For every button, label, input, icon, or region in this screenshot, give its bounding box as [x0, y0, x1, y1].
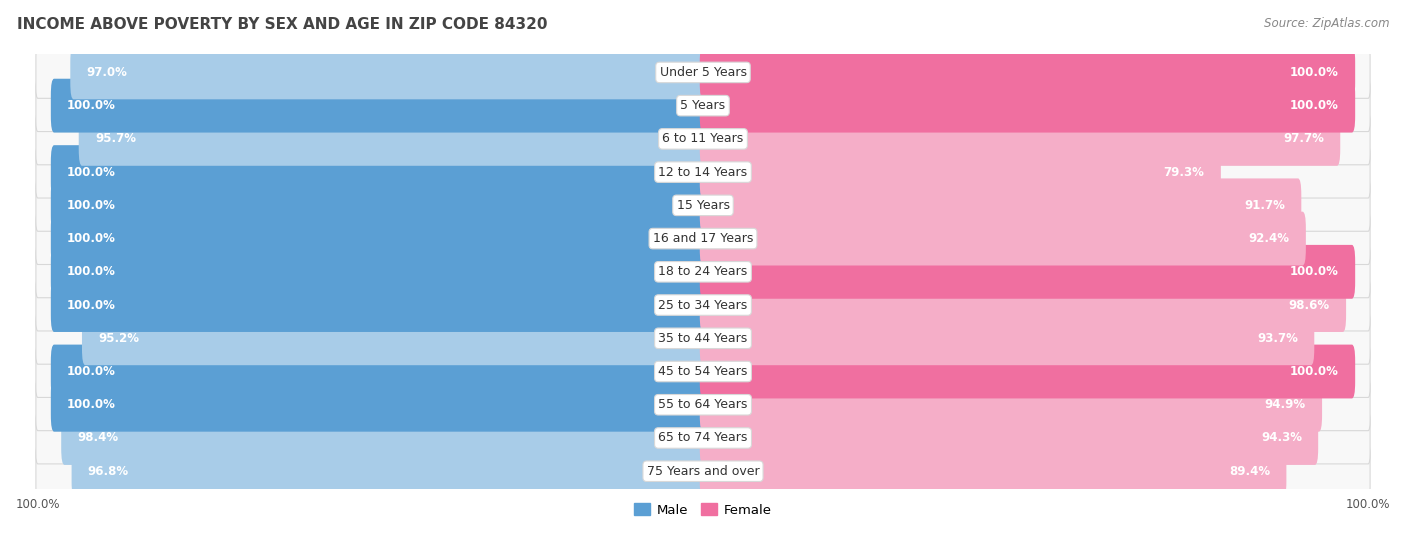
Text: 89.4%: 89.4% — [1229, 465, 1270, 478]
FancyBboxPatch shape — [37, 212, 1369, 264]
Text: 100.0%: 100.0% — [67, 199, 115, 212]
Text: 25 to 34 Years: 25 to 34 Years — [658, 299, 748, 311]
FancyBboxPatch shape — [700, 344, 1355, 399]
FancyBboxPatch shape — [37, 80, 1369, 131]
Text: 97.7%: 97.7% — [1284, 132, 1324, 145]
FancyBboxPatch shape — [37, 46, 1369, 98]
Text: 65 to 74 Years: 65 to 74 Years — [658, 432, 748, 444]
FancyBboxPatch shape — [700, 212, 1306, 266]
FancyBboxPatch shape — [51, 344, 706, 399]
FancyBboxPatch shape — [700, 45, 1355, 100]
Text: 96.8%: 96.8% — [87, 465, 129, 478]
Text: Source: ZipAtlas.com: Source: ZipAtlas.com — [1264, 17, 1389, 30]
Text: 95.7%: 95.7% — [96, 132, 136, 145]
Text: INCOME ABOVE POVERTY BY SEX AND AGE IN ZIP CODE 84320: INCOME ABOVE POVERTY BY SEX AND AGE IN Z… — [17, 17, 547, 32]
Text: 100.0%: 100.0% — [1291, 99, 1339, 112]
Text: 98.4%: 98.4% — [77, 432, 118, 444]
Text: 35 to 44 Years: 35 to 44 Years — [658, 332, 748, 345]
Text: 100.0%: 100.0% — [67, 165, 115, 179]
FancyBboxPatch shape — [51, 378, 706, 432]
FancyBboxPatch shape — [51, 79, 706, 132]
FancyBboxPatch shape — [79, 112, 706, 166]
FancyBboxPatch shape — [700, 311, 1315, 365]
Text: 18 to 24 Years: 18 to 24 Years — [658, 266, 748, 278]
Text: 100.0%: 100.0% — [67, 232, 115, 245]
Text: 45 to 54 Years: 45 to 54 Years — [658, 365, 748, 378]
Text: 95.2%: 95.2% — [98, 332, 139, 345]
FancyBboxPatch shape — [37, 412, 1369, 464]
Text: 100.0%: 100.0% — [67, 398, 115, 411]
FancyBboxPatch shape — [37, 446, 1369, 497]
Text: 94.3%: 94.3% — [1261, 432, 1302, 444]
Text: 93.7%: 93.7% — [1257, 332, 1298, 345]
FancyBboxPatch shape — [700, 112, 1340, 166]
FancyBboxPatch shape — [37, 246, 1369, 298]
Text: 100.0%: 100.0% — [1291, 365, 1339, 378]
Text: 15 Years: 15 Years — [676, 199, 730, 212]
FancyBboxPatch shape — [700, 245, 1355, 299]
Text: 100.0%: 100.0% — [1291, 266, 1339, 278]
Text: 94.9%: 94.9% — [1265, 398, 1306, 411]
FancyBboxPatch shape — [700, 411, 1319, 465]
Text: 98.6%: 98.6% — [1289, 299, 1330, 311]
Text: 79.3%: 79.3% — [1164, 165, 1205, 179]
Text: 55 to 64 Years: 55 to 64 Years — [658, 398, 748, 411]
Text: 92.4%: 92.4% — [1249, 232, 1289, 245]
FancyBboxPatch shape — [51, 278, 706, 332]
FancyBboxPatch shape — [700, 278, 1346, 332]
Text: 97.0%: 97.0% — [87, 66, 128, 79]
FancyBboxPatch shape — [82, 311, 706, 365]
Text: 100.0%: 100.0% — [67, 99, 115, 112]
Legend: Male, Female: Male, Female — [628, 498, 778, 522]
FancyBboxPatch shape — [37, 379, 1369, 430]
Text: 6 to 11 Years: 6 to 11 Years — [662, 132, 744, 145]
FancyBboxPatch shape — [700, 444, 1286, 498]
Text: 75 Years and over: 75 Years and over — [647, 465, 759, 478]
FancyBboxPatch shape — [700, 79, 1355, 132]
FancyBboxPatch shape — [37, 345, 1369, 397]
Text: 5 Years: 5 Years — [681, 99, 725, 112]
Text: 12 to 14 Years: 12 to 14 Years — [658, 165, 748, 179]
Text: 91.7%: 91.7% — [1244, 199, 1285, 212]
Text: Under 5 Years: Under 5 Years — [659, 66, 747, 79]
Text: 16 and 17 Years: 16 and 17 Years — [652, 232, 754, 245]
FancyBboxPatch shape — [72, 444, 706, 498]
FancyBboxPatch shape — [700, 178, 1302, 233]
FancyBboxPatch shape — [37, 146, 1369, 198]
FancyBboxPatch shape — [51, 245, 706, 299]
FancyBboxPatch shape — [37, 312, 1369, 364]
FancyBboxPatch shape — [51, 212, 706, 266]
Text: 100.0%: 100.0% — [67, 266, 115, 278]
FancyBboxPatch shape — [37, 179, 1369, 231]
FancyBboxPatch shape — [51, 145, 706, 199]
FancyBboxPatch shape — [700, 145, 1220, 199]
Text: 100.0%: 100.0% — [67, 299, 115, 311]
FancyBboxPatch shape — [700, 378, 1322, 432]
FancyBboxPatch shape — [62, 411, 706, 465]
Text: 100.0%: 100.0% — [67, 365, 115, 378]
FancyBboxPatch shape — [37, 279, 1369, 331]
FancyBboxPatch shape — [70, 45, 706, 100]
FancyBboxPatch shape — [51, 178, 706, 233]
Text: 100.0%: 100.0% — [1291, 66, 1339, 79]
FancyBboxPatch shape — [37, 113, 1369, 165]
